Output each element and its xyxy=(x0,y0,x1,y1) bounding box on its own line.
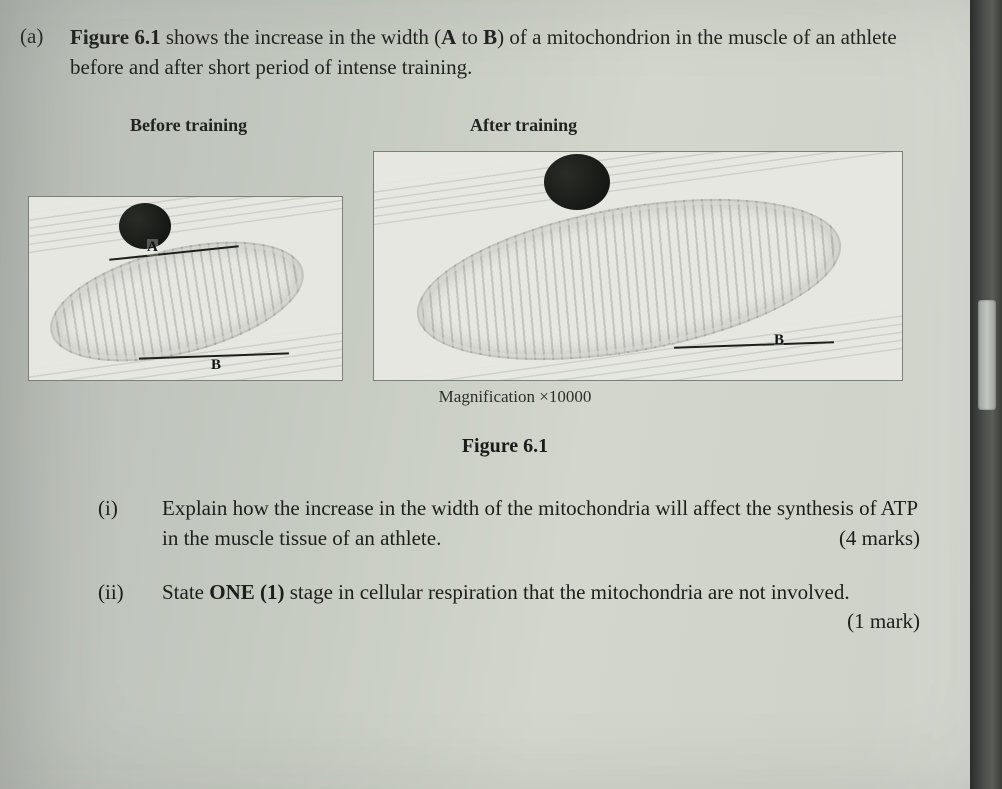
subquestion-i: (i) Explain how the increase in the widt… xyxy=(20,494,930,554)
dark-blob xyxy=(119,203,171,249)
subquestion-body: Explain how the increase in the width of… xyxy=(162,496,917,550)
scrollbar-thumb[interactable] xyxy=(978,300,996,410)
magnification-text: Magnification ×10000 xyxy=(20,387,930,407)
question-intro-row: (a) Figure 6.1 shows the increase in the… xyxy=(20,22,930,83)
question-intro-text: Figure 6.1 shows the increase in the wid… xyxy=(70,22,930,83)
after-training-label: After training xyxy=(430,115,577,136)
micrograph-before: A B xyxy=(28,196,343,381)
subquestion-text: Explain how the increase in the width of… xyxy=(162,494,930,554)
figure-images-row: A B B xyxy=(20,146,930,381)
marker-b: B xyxy=(211,357,221,374)
micrograph-after: B xyxy=(373,151,903,381)
exam-page: (a) Figure 6.1 shows the increase in the… xyxy=(0,0,970,789)
marks-label: (4 marks) xyxy=(839,524,920,554)
subquestion-number: (i) xyxy=(98,494,162,554)
subquestion-text: State ONE (1) stage in cellular respirat… xyxy=(162,578,930,638)
question-label: (a) xyxy=(20,22,70,83)
dark-blob xyxy=(544,154,610,210)
marker-b: B xyxy=(774,332,784,349)
marker-a: A xyxy=(147,239,158,256)
marks-label: (1 mark) xyxy=(847,607,920,637)
figure-caption: Figure 6.1 xyxy=(20,435,930,458)
subquestion-body: State ONE (1) stage in cellular respirat… xyxy=(162,580,850,604)
subquestion-number: (ii) xyxy=(98,578,162,638)
figure-labels-row: Before training After training xyxy=(20,115,930,136)
subquestion-ii: (ii) State ONE (1) stage in cellular res… xyxy=(20,578,930,638)
before-training-label: Before training xyxy=(70,115,430,136)
